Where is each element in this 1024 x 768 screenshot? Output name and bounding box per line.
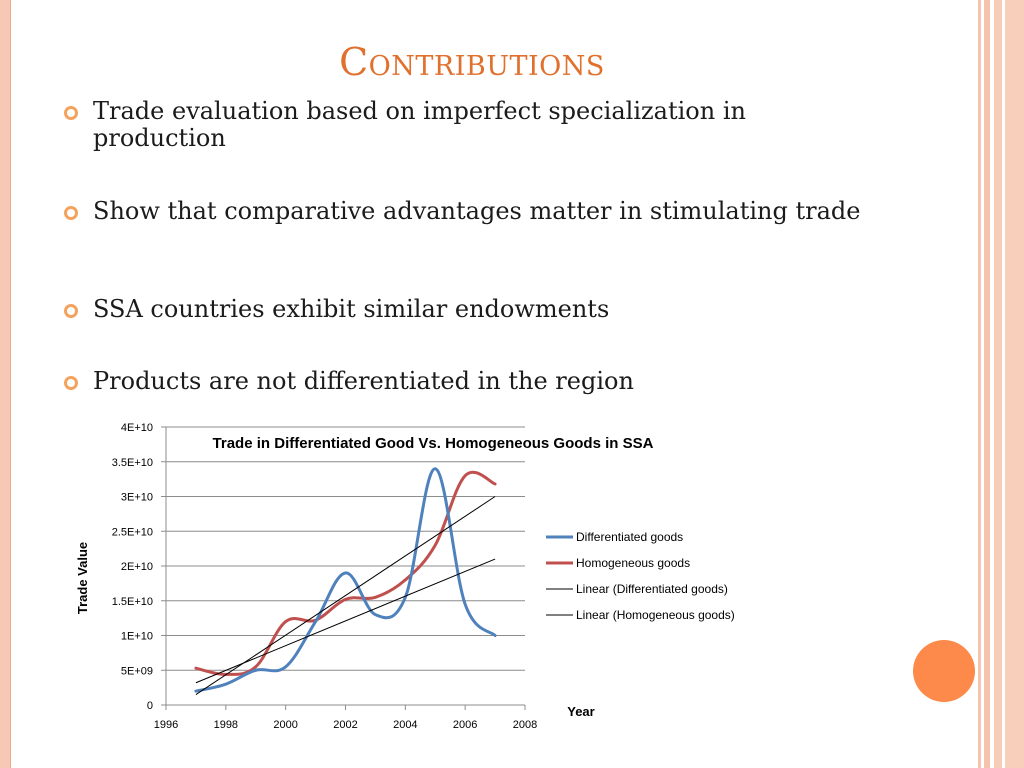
legend-linear-differentiated-label: Linear (Differentiated goods) [576,582,728,596]
x-tick-label: 2004 [393,719,417,731]
y-tick-label: 1E+10 [121,631,153,643]
left-border [0,0,11,768]
legend-differentiated-label: Differentiated goods [576,530,683,544]
x-tick-label: 2006 [453,719,477,731]
x-tick-label: 2008 [513,719,537,731]
y-tick-label: 2E+10 [121,561,153,573]
legend-linear-homogeneous-label: Linear (Homogeneous goods) [576,608,735,622]
x-tick-label: 2002 [333,719,357,731]
y-tick-label: 5E+09 [121,665,153,677]
bullet-circle-icon [64,206,78,220]
slide-title: Contributions [339,40,605,84]
bullet-text: Trade evaluation based on imperfect spec… [93,97,746,152]
bullet-text: Show that comparative advantages matter … [93,197,861,225]
bullet-text: Products are not differentiated in the r… [93,367,634,395]
bullet-circle-icon [64,376,78,390]
x-tick-label: 1998 [214,719,238,731]
y-tick-label: 1.5E+10 [112,596,153,608]
y-tick-label: 3E+10 [121,492,153,504]
x-tick-label: 1996 [154,719,178,731]
y-tick-label: 4E+10 [121,422,153,434]
y-tick-label: 3.5E+10 [112,457,153,469]
x-axis-label: Year [567,704,594,719]
y-axis-label: Trade Value [75,542,90,614]
chart-title: Trade in Differentiated Good Vs. Homogen… [213,435,654,452]
bullet-circle-icon [64,304,78,318]
y-tick-label: 0 [147,700,153,712]
series-line-differentiated [194,467,497,693]
x-tick-label: 2000 [273,719,297,731]
y-tick-label: 2.5E+10 [112,526,153,538]
trendline-homogeneous [195,558,496,684]
decorative-circle [913,640,975,702]
right-stripes [978,0,1024,768]
bullet-text: SSA countries exhibit similar endowments [93,295,610,323]
legend-homogeneous-label: Homogeneous goods [576,556,690,570]
bullet-circle-icon [64,106,78,120]
trendline-differentiated [195,496,496,695]
